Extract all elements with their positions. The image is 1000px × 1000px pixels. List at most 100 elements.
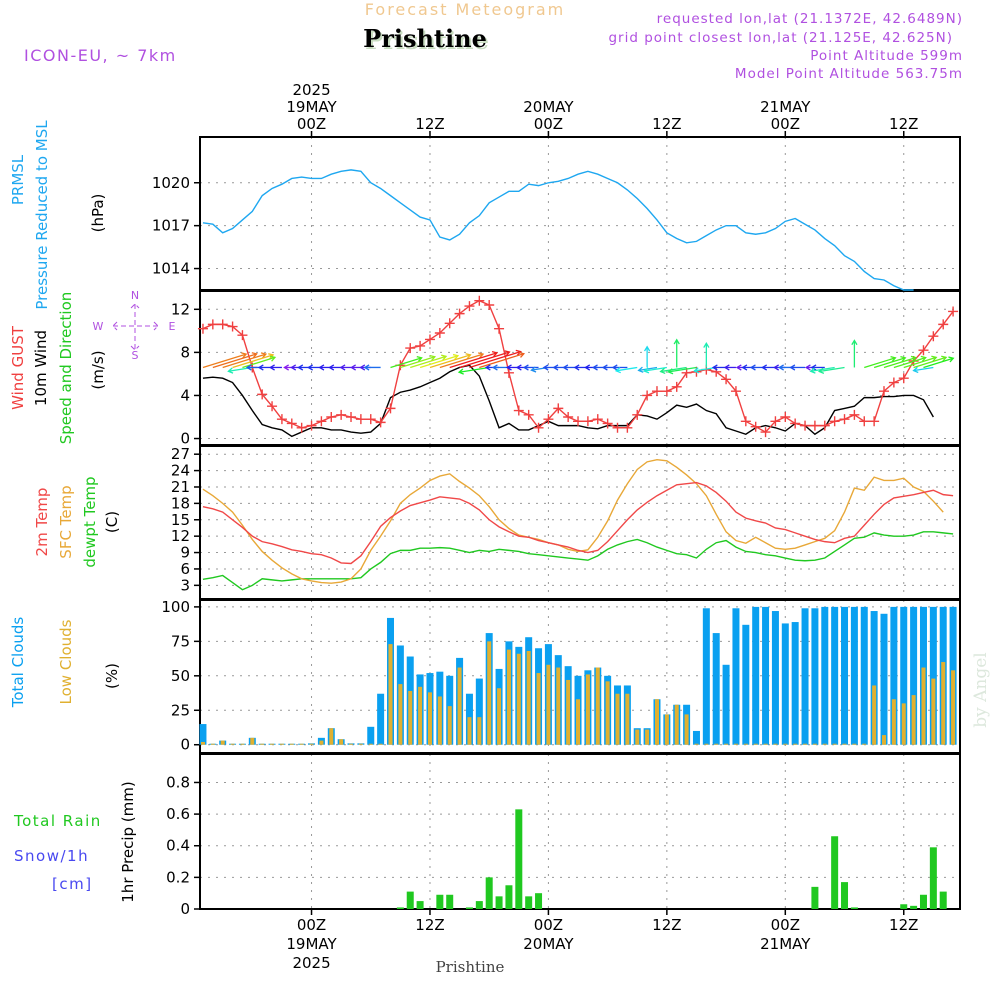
wind-arrow-head [441,354,448,361]
low-cloud-bar [230,743,235,745]
pressure-line [202,169,914,291]
wind-arrow-head [339,364,346,371]
wind-arrow-head [283,364,290,371]
wind-arrow [903,356,937,369]
low-cloud-bar [329,728,334,745]
total-cloud-bar [841,606,849,745]
gust-line-marker [553,403,564,414]
wind-arrow-head [693,367,700,374]
x-tick-label-top: 00Z [297,115,326,133]
gust-line-marker [879,386,889,397]
low-cloud-bar [812,743,817,745]
wind-arrow [449,352,498,369]
low-cloud-bar [773,743,778,745]
wind-arrow [410,355,447,369]
gust-line-marker [790,418,801,429]
y-tick-label: 0.6 [166,805,190,823]
gust-line-marker [918,345,929,356]
wind-arrow-head [778,364,784,371]
wind-arrow-head [817,367,825,374]
low-cloud-bar [398,684,403,745]
y-tick-label: 12 [171,527,190,545]
wind-arrow [469,351,521,369]
total-cloud-bar [860,606,868,745]
gust-line-marker [454,308,465,319]
wind-arrow-head [363,364,370,371]
rain-bar [811,886,819,909]
low-cloud-bar [674,704,679,745]
x-tick-label-top: 12Z [889,115,918,133]
wind-arrow-head [328,364,335,371]
model-altitude: Model Point Altitude 563.75m [735,66,963,82]
low-cloud-bar [427,692,432,745]
gust-line-marker [809,420,820,431]
gust-line-marker [365,414,376,425]
rain-bar [446,894,454,909]
low-cloud-bar [378,743,383,745]
gust-line-marker [444,318,455,329]
wind-arrow-head [673,338,680,345]
rain-bar [535,893,543,909]
wind-arrow-head [257,364,264,371]
x-tick-label-bottom: 00Z [534,916,563,934]
low-cloud-bar [832,743,837,745]
low-cloud-bar [664,714,669,745]
wind10m-line [202,364,934,438]
wind10m-label: 10m Wind [32,330,50,406]
wind-arrow-head [900,355,907,362]
low-cloud-bar [743,743,748,745]
x-tick-label-bottom: 20MAY [523,935,574,953]
low-cloud-bar [605,681,610,745]
requested-coords: requested lon,lat (21.1372E, 42.6489N) [657,11,963,27]
x-tick-label-top: 19MAY [286,98,337,116]
wind-arrow-head [290,364,297,371]
wind-arrow-head [260,352,268,359]
gust-line-marker [948,306,959,317]
low-cloud-bar [477,717,482,745]
gust-line-marker [533,422,544,433]
low-cloud-bar [901,703,906,745]
gust-line-marker [642,390,653,401]
gust-line-marker [622,422,633,433]
wind-arrow-head [912,366,919,374]
gust-line-marker [543,414,554,425]
low-cloud-bar [279,743,284,745]
wind-arrow-head [227,367,234,374]
wind-arrow [419,355,459,369]
low-cloud-bar [763,743,768,745]
gust-line-marker [227,321,238,332]
wind-arrow-head [601,364,608,371]
gust-line-marker [632,409,643,420]
rain-bar [416,901,424,909]
gust-line-marker [217,319,228,330]
low-cloud-bar [447,706,452,745]
wind-arrow-head [773,364,780,371]
wind-arrow [479,353,525,369]
wind-arrow-head [591,364,598,371]
gust-line-marker [651,386,662,397]
low-cloud-bar [200,741,205,745]
point-altitude: Point Altitude 599m [810,48,963,64]
wind-arrow [202,353,247,369]
low-cloud-bar [862,743,867,745]
low-cloud-bar [931,678,936,745]
low-cloud-bar [822,743,827,745]
y-tick-label: 27 [171,445,190,463]
wind-arrow-head [457,368,464,375]
wind-arrow-head [359,364,366,371]
wind-arrow-head [241,352,248,359]
rain-bar [919,894,927,909]
rain-bar [900,904,908,909]
wind-arrow-head [711,364,718,371]
y-tick-label: 12 [171,300,190,318]
wind-arrow [893,356,926,369]
rain-bar [485,877,493,909]
wind-arrow-head [268,353,275,360]
wind-arrow-head [307,364,314,371]
x-tick-label-top: 20MAY [523,98,574,116]
gust-line-marker [474,295,485,306]
x-tick-label-bottom: 12Z [652,916,681,934]
gust-line-marker [484,300,495,310]
wind-arrow [439,353,484,369]
wind-arrow-head [318,364,325,371]
